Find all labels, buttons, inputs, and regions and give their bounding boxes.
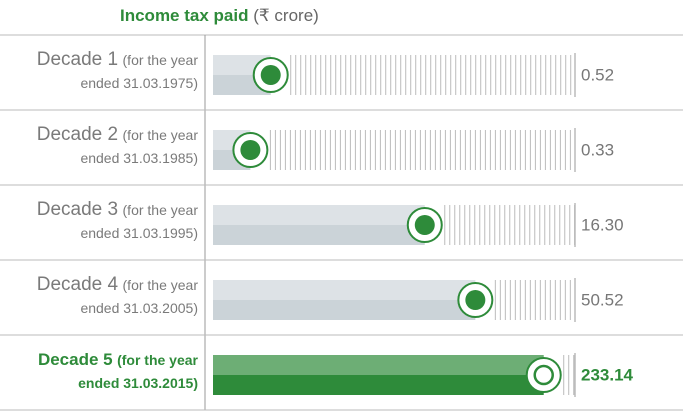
bar: [213, 205, 425, 245]
row-label: Decade 3 (for the year ended 31.03.1995): [6, 199, 198, 245]
category-note: (for the year ended 31.03.1995): [80, 202, 198, 241]
header: Income tax paid (₹ crore): [120, 6, 319, 26]
category-note: (for the year ended 31.03.2005): [80, 277, 198, 316]
chart-title: Income tax paid: [120, 6, 249, 25]
marker-dot: [240, 140, 261, 160]
category-note: (for the year ended 31.03.1975): [80, 52, 198, 91]
marker-dot: [533, 364, 554, 386]
category-note: (for the year ended 31.03.2015): [78, 352, 198, 391]
bar: [213, 355, 544, 395]
category-note: (for the year ended 31.03.1985): [80, 127, 198, 166]
category-label: Decade 3: [36, 199, 119, 220]
row-label: Decade 4 (for the year ended 31.03.2005): [6, 274, 198, 320]
value-label: 233.14: [581, 365, 634, 384]
category-label: Decade 2: [36, 124, 119, 145]
row-label: Decade 1 (for the year ended 31.03.1975): [6, 49, 198, 95]
bar: [213, 280, 476, 320]
marker-dot: [465, 290, 486, 310]
row-label: Decade 5 (for the year ended 31.03.2015): [6, 349, 198, 395]
category-label: Decade 1: [36, 49, 119, 70]
category-label: Decade 4: [36, 274, 119, 295]
value-label: 50.52: [581, 290, 624, 309]
marker-dot: [414, 215, 435, 235]
row-label: Decade 2 (for the year ended 31.03.1985): [6, 124, 198, 170]
value-label: 0.52: [581, 65, 614, 84]
value-label: 0.33: [581, 140, 614, 159]
category-label: Decade 5: [37, 350, 113, 369]
value-label: 16.30: [581, 215, 624, 234]
chart-subtitle: (₹ crore): [253, 6, 319, 25]
marker-dot: [260, 65, 281, 85]
